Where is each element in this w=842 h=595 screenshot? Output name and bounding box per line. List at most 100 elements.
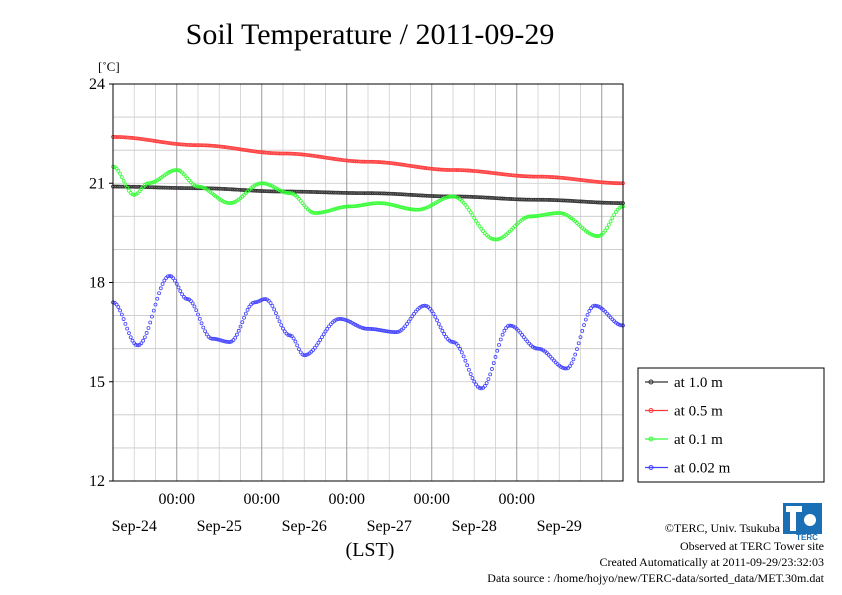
series-point (344, 158, 349, 163)
series-point (300, 352, 305, 357)
series-point (532, 174, 537, 179)
series-point (254, 182, 259, 187)
series-point (591, 179, 595, 184)
series-point (355, 159, 360, 164)
series-point (183, 296, 188, 301)
series-point (157, 291, 161, 296)
series-point (575, 177, 579, 182)
series-point (339, 190, 344, 195)
series-point (185, 297, 190, 301)
series-point (119, 312, 124, 317)
series-point (339, 205, 344, 210)
series-point (321, 155, 326, 160)
series-point (428, 306, 432, 311)
series-point (307, 153, 312, 158)
series-point (387, 329, 392, 334)
series-point (272, 307, 277, 312)
series-point (493, 196, 498, 201)
series-point (233, 187, 238, 192)
series-point (412, 207, 416, 212)
series-point (334, 190, 339, 195)
series-point (458, 346, 462, 351)
series-point (373, 327, 377, 332)
series-point (325, 209, 330, 214)
series-point (401, 205, 406, 210)
series-point (428, 194, 432, 198)
series-point (250, 188, 255, 193)
series-point (119, 175, 124, 180)
series-point (351, 191, 356, 195)
series-point (236, 147, 241, 151)
series-point (534, 346, 539, 351)
series-point (390, 161, 395, 166)
series-point (318, 190, 323, 195)
series-point (544, 197, 549, 202)
series-point (598, 180, 602, 185)
series-point (467, 367, 471, 372)
series-point (518, 197, 523, 202)
series-point (139, 185, 144, 189)
series-point (419, 304, 424, 309)
series-point (467, 207, 471, 212)
series-point (463, 194, 468, 199)
series-point (397, 162, 402, 167)
series-point (316, 190, 321, 195)
series-point (525, 214, 530, 219)
series-point (291, 336, 296, 341)
series-point (217, 186, 222, 191)
series-point (550, 175, 555, 179)
series-point (252, 300, 257, 305)
chart-title: Soil Temperature / 2011-09-29 (186, 18, 555, 51)
series-point (215, 144, 220, 149)
series-point (410, 207, 415, 212)
legend-swatch-dot (648, 408, 654, 413)
series-point (153, 139, 158, 143)
series-point (135, 136, 140, 141)
series-point (424, 166, 429, 171)
series-point (509, 173, 514, 178)
series-point (472, 169, 477, 173)
series-point (474, 195, 478, 199)
series-point (146, 138, 151, 142)
series-point (270, 151, 275, 156)
series-point (502, 172, 507, 177)
series-point (422, 303, 427, 308)
series-point (334, 206, 339, 211)
series-point (238, 147, 243, 152)
series-point (224, 200, 229, 205)
series-point (334, 317, 339, 322)
series-point (206, 143, 211, 148)
series-point (332, 190, 337, 195)
series-point (252, 188, 257, 193)
series-point (335, 190, 340, 195)
series-point (601, 180, 606, 185)
series-point (442, 332, 447, 336)
series-point (495, 171, 500, 176)
series-point (451, 168, 455, 172)
legend-box (637, 367, 825, 483)
series-point (527, 341, 532, 346)
series-point (419, 165, 424, 170)
series-point (405, 322, 409, 326)
series-point (594, 234, 599, 238)
series-point (247, 148, 252, 153)
series-point (373, 159, 377, 164)
series-point (456, 344, 461, 348)
series-point (272, 151, 277, 156)
series-point (583, 317, 588, 322)
series-point (415, 165, 420, 169)
series-point (210, 143, 215, 148)
series-point (442, 196, 447, 201)
series-point (302, 189, 307, 194)
series-point (406, 163, 411, 168)
series-point (555, 175, 560, 180)
series-point (364, 191, 369, 196)
series-point (420, 165, 425, 170)
series-point (153, 302, 158, 307)
legend-swatch-dot (648, 465, 654, 470)
series-point (498, 196, 503, 201)
series-point (493, 171, 498, 176)
series-point (587, 179, 592, 183)
series-3 (111, 273, 625, 391)
series-point (164, 140, 169, 145)
